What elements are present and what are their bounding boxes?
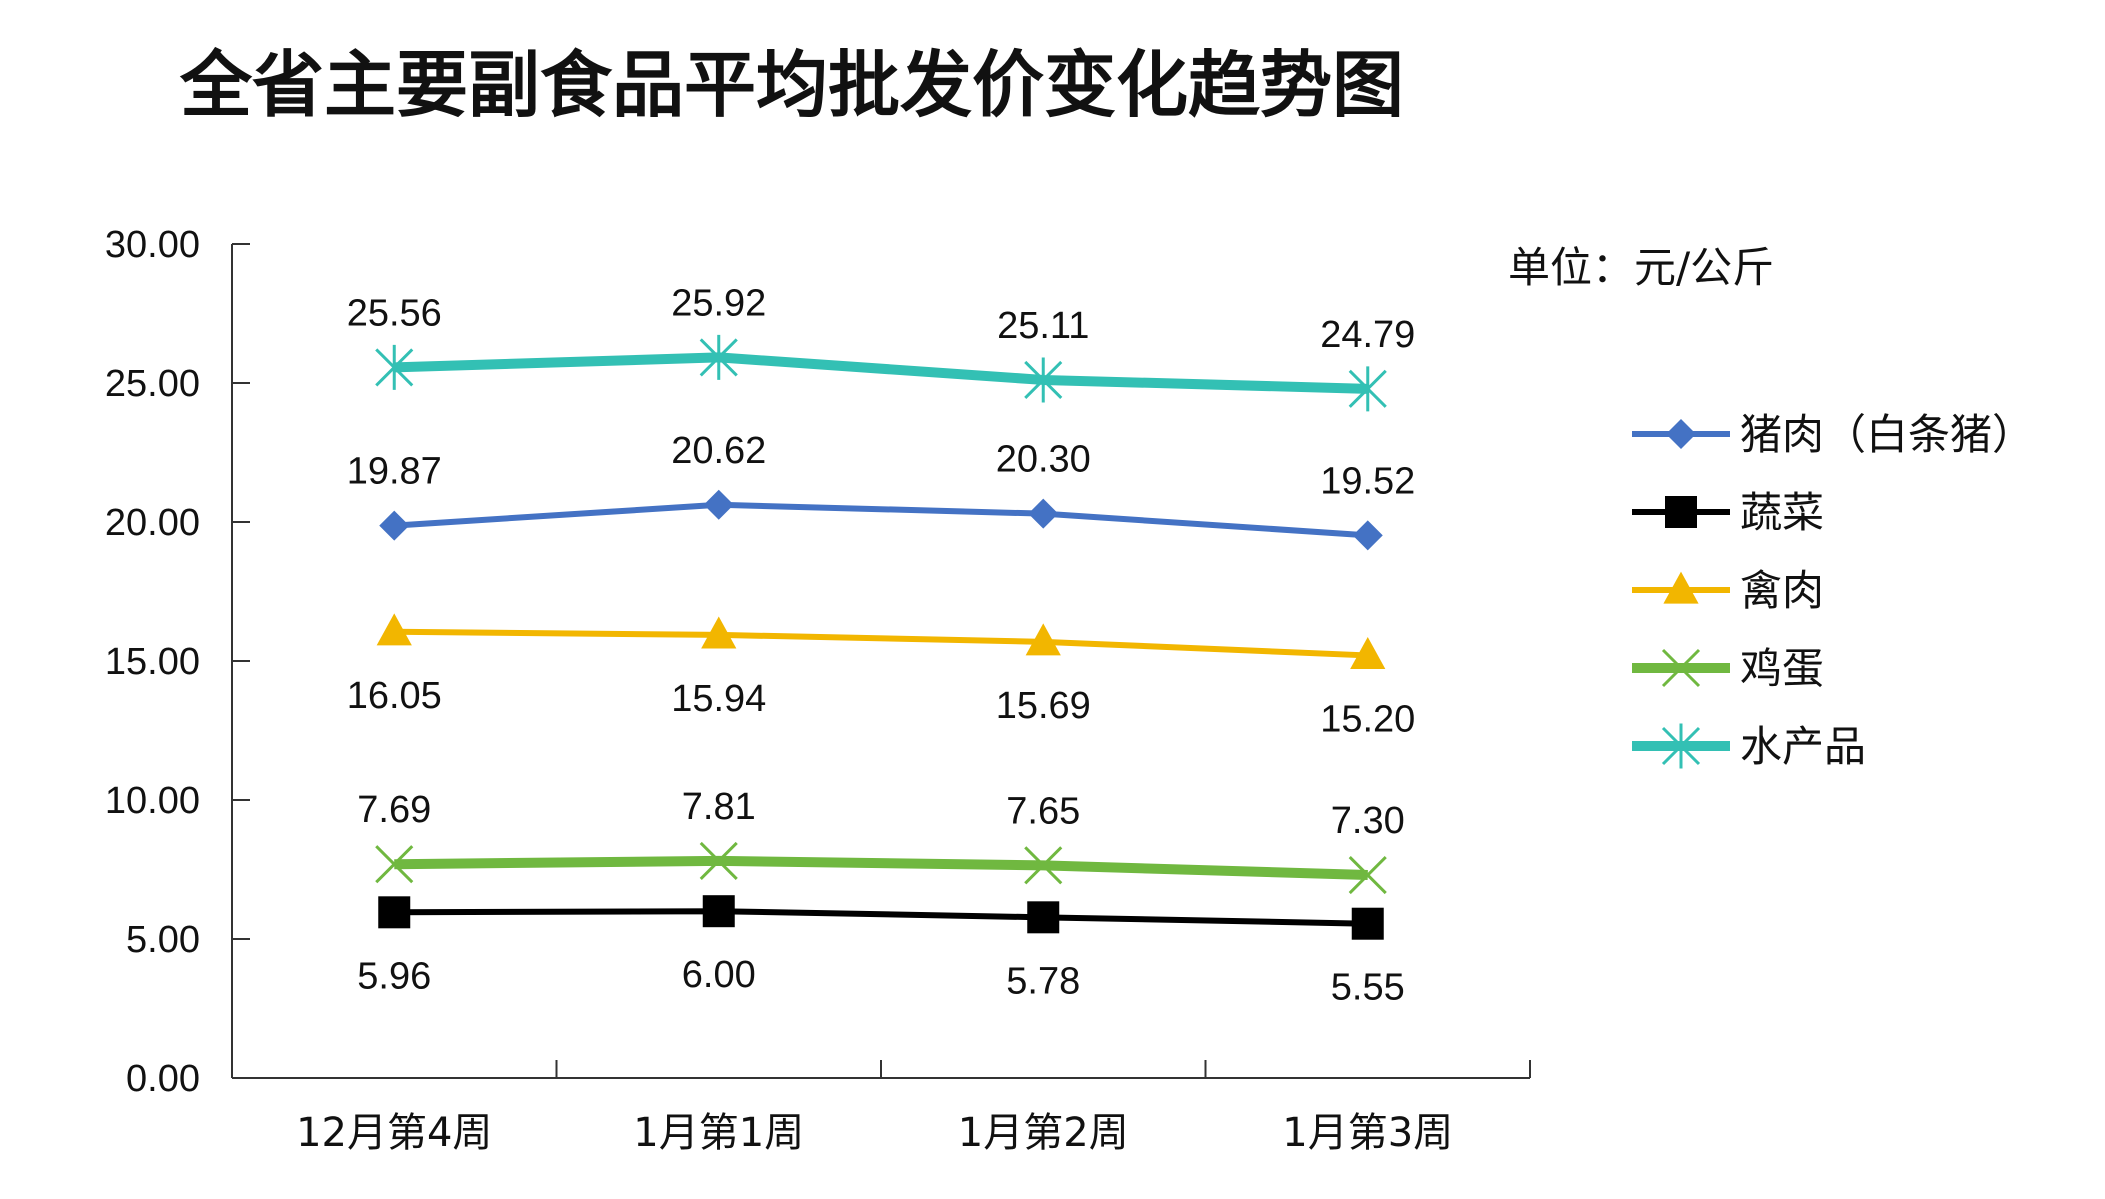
unit-label: 单位：元/公斤 bbox=[1508, 243, 1774, 292]
legend-marker bbox=[1661, 723, 1701, 769]
data-label: 7.65 bbox=[1006, 790, 1080, 832]
data-label: 5.96 bbox=[357, 955, 431, 997]
data-point bbox=[1025, 623, 1061, 656]
y-tick-label: 10.00 bbox=[105, 780, 200, 822]
x-tick-label: 12月第4周 bbox=[296, 1110, 492, 1156]
data-label: 25.56 bbox=[347, 292, 442, 334]
data-point bbox=[1028, 498, 1059, 529]
data-label: 19.87 bbox=[347, 451, 442, 493]
series-0 bbox=[379, 489, 1383, 551]
legend-marker bbox=[1663, 571, 1699, 604]
legend-marker bbox=[1661, 648, 1701, 688]
data-point bbox=[703, 489, 734, 520]
data-label: 7.69 bbox=[357, 789, 431, 831]
series-line bbox=[394, 352, 1368, 394]
data-point bbox=[1350, 637, 1386, 670]
legend-label: 蔬菜 bbox=[1740, 488, 1824, 537]
data-point bbox=[699, 334, 738, 380]
data-point bbox=[1024, 357, 1063, 403]
data-label: 25.11 bbox=[997, 305, 1089, 347]
data-point bbox=[701, 616, 737, 649]
data-point bbox=[379, 510, 410, 541]
data-point bbox=[1348, 855, 1387, 895]
series-line bbox=[394, 628, 1368, 659]
plot-area bbox=[375, 334, 1387, 940]
data-label: 15.94 bbox=[671, 678, 766, 720]
data-point bbox=[375, 845, 414, 884]
legend-item-2: 禽肉 bbox=[1632, 566, 1824, 615]
data-label: 15.20 bbox=[1320, 698, 1415, 740]
data-label: 6.00 bbox=[682, 954, 756, 996]
legend-item-3: 鸡蛋 bbox=[1632, 644, 1824, 693]
x-tick-label: 1月第2周 bbox=[958, 1110, 1129, 1156]
data-label: 24.79 bbox=[1320, 314, 1415, 356]
data-label: 25.92 bbox=[671, 282, 766, 324]
y-tick-label: 0.00 bbox=[126, 1058, 200, 1100]
series-1 bbox=[378, 895, 1384, 940]
series-line bbox=[394, 501, 1368, 539]
data-point bbox=[1352, 520, 1383, 551]
series-line bbox=[394, 908, 1368, 927]
y-tick-label: 25.00 bbox=[105, 363, 200, 405]
series-2 bbox=[376, 613, 1386, 670]
data-label: 7.81 bbox=[682, 786, 756, 828]
legend-marker bbox=[1666, 419, 1696, 449]
data-labels: 19.87 20.62 20.30 19.52 5.96 6.00 5.78 5.55 16.0… bbox=[347, 282, 1416, 1008]
data-label: 16.05 bbox=[347, 675, 442, 717]
legend-marker bbox=[1665, 496, 1697, 528]
data-point bbox=[1348, 366, 1387, 412]
data-point bbox=[699, 841, 738, 880]
y-tick-label: 5.00 bbox=[126, 919, 200, 961]
x-tick-label: 1月第1周 bbox=[633, 1110, 804, 1156]
data-label: 5.55 bbox=[1331, 967, 1405, 1009]
data-label: 7.30 bbox=[1331, 800, 1405, 842]
series-3 bbox=[375, 841, 1387, 895]
data-label: 19.52 bbox=[1320, 460, 1415, 502]
series-line bbox=[394, 855, 1368, 881]
y-tick-label: 20.00 bbox=[105, 502, 200, 544]
legend-item-1: 蔬菜 bbox=[1632, 488, 1824, 537]
data-point bbox=[1027, 901, 1060, 934]
chart-title: 全省主要副食品平均批发价变化趋势图 bbox=[179, 42, 1404, 127]
y-tick-label: 30.00 bbox=[105, 224, 200, 266]
data-point bbox=[1351, 907, 1384, 940]
series-4 bbox=[375, 334, 1387, 412]
data-point bbox=[375, 344, 414, 390]
data-point bbox=[378, 896, 411, 929]
data-label: 20.62 bbox=[671, 430, 766, 472]
data-point bbox=[1024, 846, 1063, 885]
legend-item-0: 猪肉（白条猪） bbox=[1632, 410, 2034, 459]
data-label: 15.69 bbox=[996, 685, 1091, 727]
x-tick-label: 1月第3周 bbox=[1282, 1110, 1453, 1156]
data-point bbox=[376, 613, 412, 646]
data-point bbox=[702, 895, 735, 928]
legend-label: 鸡蛋 bbox=[1740, 644, 1824, 693]
legend-item-4: 水产品 bbox=[1632, 722, 1866, 771]
y-tick-label: 15.00 bbox=[105, 641, 200, 683]
legend-label: 禽肉 bbox=[1740, 566, 1824, 615]
legend-label: 水产品 bbox=[1740, 722, 1866, 771]
data-label: 5.78 bbox=[1006, 960, 1080, 1002]
axes: 0.00 5.00 10.00 15.00 20.00 25.00 30.00 12月第4周 1… bbox=[105, 224, 1531, 1156]
legend-label: 猪肉（白条猪） bbox=[1740, 410, 2034, 459]
data-label: 20.30 bbox=[996, 439, 1091, 481]
